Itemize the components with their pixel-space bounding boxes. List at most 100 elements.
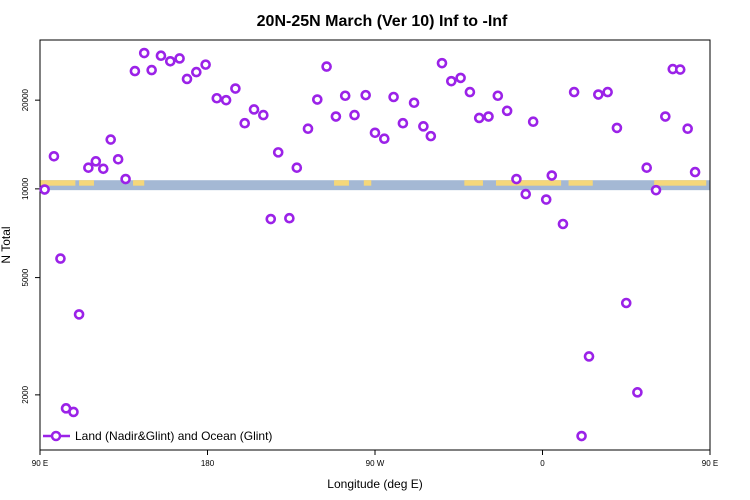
land-segment xyxy=(133,180,145,186)
data-point xyxy=(360,89,371,101)
data-point xyxy=(602,86,613,98)
data-point xyxy=(200,59,211,70)
data-point xyxy=(379,133,390,144)
data-point xyxy=(112,153,124,165)
legend: Land (Nadir&Glint) and Ocean (Glint) xyxy=(43,429,272,443)
x-axis: 90 E 180 90 W 0 90 E xyxy=(32,450,718,468)
data-points xyxy=(39,47,701,442)
data-point xyxy=(339,90,351,102)
data-point xyxy=(97,163,109,175)
data-point xyxy=(284,212,295,224)
y-tick-label: 5000 xyxy=(21,268,30,286)
land-segment xyxy=(79,180,94,186)
data-point xyxy=(540,194,552,205)
data-point xyxy=(321,61,332,72)
data-point xyxy=(291,162,303,173)
data-point xyxy=(576,430,587,442)
data-point xyxy=(425,130,437,142)
x-tick-label: 90 E xyxy=(32,459,48,468)
data-point xyxy=(230,83,241,94)
data-point xyxy=(483,111,494,122)
legend-marker xyxy=(50,430,62,442)
data-point xyxy=(248,104,260,115)
data-point xyxy=(191,66,202,78)
land-segment xyxy=(40,180,76,186)
data-point xyxy=(146,64,157,76)
land-segment xyxy=(334,180,349,186)
data-point xyxy=(641,162,653,173)
data-point xyxy=(258,109,269,121)
data-point xyxy=(527,116,539,128)
data-point xyxy=(520,188,532,200)
data-point xyxy=(583,351,595,362)
x-axis-label: Longitude (deg E) xyxy=(327,477,422,491)
data-point xyxy=(464,86,476,98)
data-point xyxy=(501,105,513,117)
data-point xyxy=(660,111,671,122)
data-point xyxy=(397,117,409,129)
data-point xyxy=(73,309,85,320)
data-point xyxy=(164,55,176,67)
data-point xyxy=(120,173,131,185)
data-point xyxy=(446,75,457,87)
data-point xyxy=(369,127,381,139)
data-point xyxy=(48,150,60,162)
data-point xyxy=(90,156,102,167)
data-point xyxy=(272,147,284,158)
y-axis: 2000 5000 10000 20000 xyxy=(21,88,40,404)
data-point xyxy=(302,123,314,135)
y-tick-label: 10000 xyxy=(21,177,30,200)
data-point xyxy=(211,92,223,104)
data-point xyxy=(557,218,569,230)
data-point xyxy=(388,91,399,103)
data-point xyxy=(620,297,632,309)
data-point xyxy=(349,109,360,121)
legend-label: Land (Nadir&Glint) and Ocean (Glint) xyxy=(75,429,272,443)
data-point xyxy=(568,86,580,98)
data-point xyxy=(511,173,522,185)
data-point xyxy=(650,184,662,196)
data-point xyxy=(239,117,251,129)
data-point xyxy=(330,111,342,122)
chart-title: 20N-25N March (Ver 10) Inf to -Inf xyxy=(257,13,508,30)
data-point xyxy=(181,73,193,85)
ocean-band xyxy=(40,180,710,191)
data-point xyxy=(312,94,323,105)
y-tick-label: 2000 xyxy=(21,385,30,403)
land-segment xyxy=(363,180,372,186)
x-tick-label: 90 E xyxy=(702,459,718,468)
data-point xyxy=(68,406,79,418)
data-point xyxy=(689,166,701,178)
data-point xyxy=(138,47,150,59)
data-point xyxy=(632,387,643,398)
land-segment xyxy=(568,180,593,186)
data-point xyxy=(155,50,167,62)
data-point xyxy=(593,89,604,100)
land-segment xyxy=(654,180,707,186)
data-point xyxy=(83,162,94,173)
data-point xyxy=(220,94,232,106)
data-point xyxy=(436,57,448,69)
land-segment xyxy=(495,180,562,186)
data-point xyxy=(674,64,686,75)
x-tick-label: 180 xyxy=(201,459,215,468)
data-point xyxy=(682,123,693,135)
data-point xyxy=(611,122,623,134)
data-point xyxy=(174,53,185,64)
plot-frame xyxy=(39,39,711,451)
data-point xyxy=(129,65,141,77)
data-point xyxy=(546,170,558,181)
y-axis-label: N Total xyxy=(0,226,13,263)
data-point xyxy=(473,112,485,124)
data-point xyxy=(408,97,420,109)
data-point xyxy=(55,253,66,264)
data-point xyxy=(265,213,277,225)
land-ocean-band xyxy=(40,180,710,191)
data-point xyxy=(39,184,50,195)
x-tick-label: 0 xyxy=(540,459,545,468)
data-point xyxy=(418,121,429,132)
y-tick-label: 20000 xyxy=(21,88,30,111)
x-tick-label: 90 W xyxy=(366,459,385,468)
land-segment xyxy=(464,180,483,186)
